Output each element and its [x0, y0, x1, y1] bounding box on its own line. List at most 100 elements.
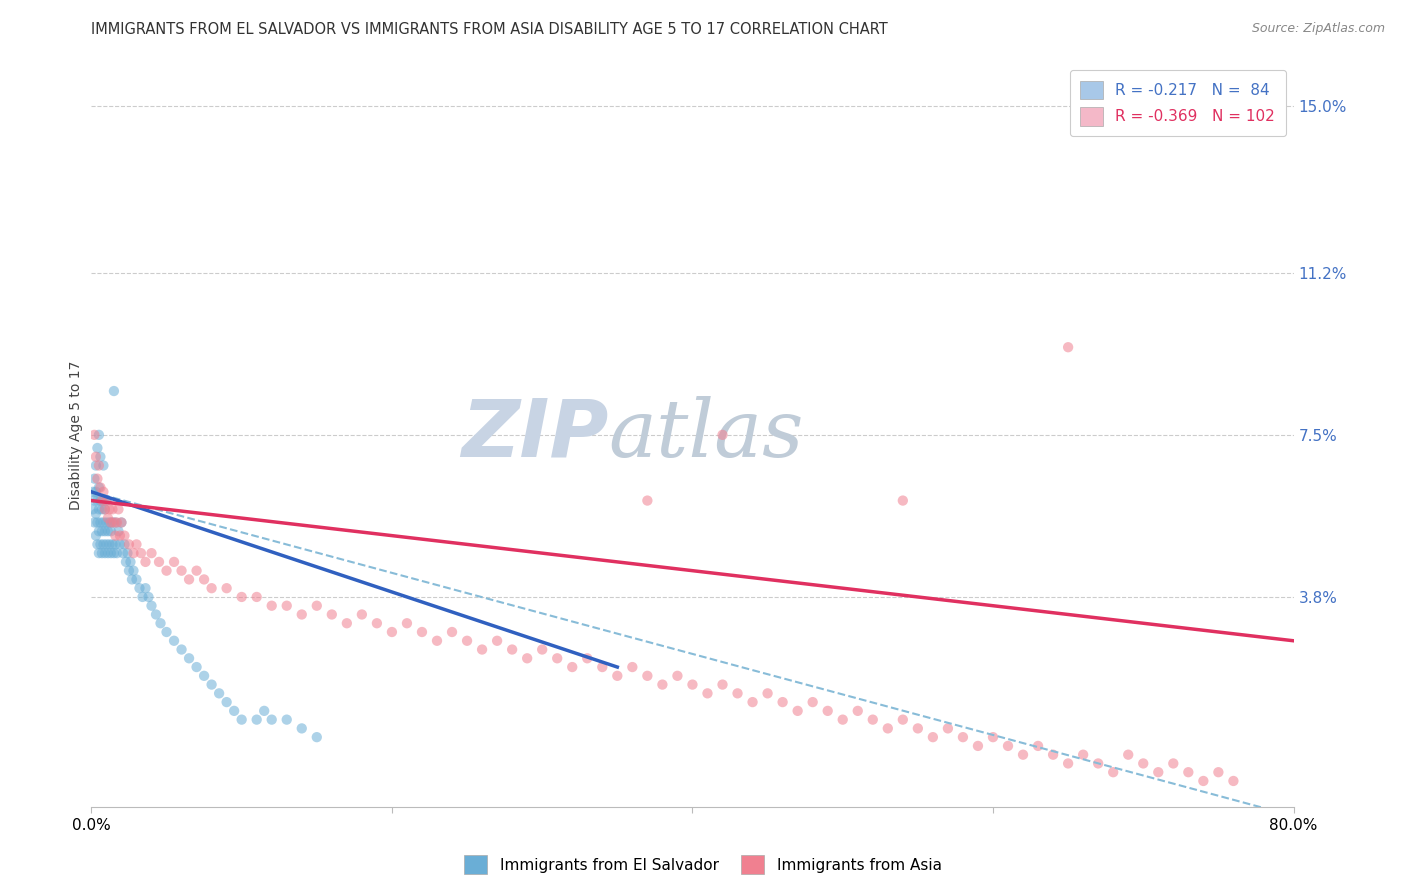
Point	[98, 537, 121, 551]
Point	[89, 450, 111, 464]
Point	[891, 713, 914, 727]
Point	[177, 651, 200, 665]
Point	[134, 555, 156, 569]
Point	[246, 713, 269, 727]
Point	[89, 493, 111, 508]
Point	[90, 493, 112, 508]
Point	[1071, 747, 1094, 762]
Text: atlas: atlas	[609, 396, 804, 474]
Point	[105, 546, 128, 560]
Point	[121, 573, 143, 587]
Point	[907, 722, 929, 736]
Point	[101, 537, 124, 551]
Point	[366, 616, 388, 631]
Point	[97, 524, 120, 539]
Point	[516, 651, 538, 665]
Point	[82, 484, 104, 499]
Text: IMMIGRANTS FROM EL SALVADOR VS IMMIGRANTS FROM ASIA DISABILITY AGE 5 TO 17 CORRE: IMMIGRANTS FROM EL SALVADOR VS IMMIGRANT…	[91, 22, 889, 37]
Point	[952, 730, 974, 744]
Point	[591, 660, 613, 674]
Point	[100, 546, 122, 560]
Point	[231, 713, 253, 727]
Point	[108, 528, 131, 542]
Point	[86, 493, 108, 508]
Point	[111, 546, 134, 560]
Point	[84, 507, 107, 521]
Point	[148, 555, 170, 569]
Point	[1132, 756, 1154, 771]
Point	[246, 590, 269, 604]
Point	[305, 730, 328, 744]
Point	[117, 546, 139, 560]
Point	[215, 581, 238, 595]
Point	[94, 546, 117, 560]
Point	[89, 516, 111, 530]
Point	[87, 502, 110, 516]
Point	[276, 599, 298, 613]
Point	[817, 704, 839, 718]
Point	[129, 546, 152, 560]
Point	[93, 493, 115, 508]
Point	[1116, 747, 1139, 762]
Point	[86, 516, 108, 530]
Point	[772, 695, 794, 709]
Point	[501, 642, 523, 657]
Point	[107, 502, 129, 516]
Point	[224, 704, 246, 718]
Point	[193, 669, 215, 683]
Point	[87, 546, 110, 560]
Point	[561, 660, 583, 674]
Point	[276, 713, 298, 727]
Point	[90, 502, 112, 516]
Point	[83, 493, 105, 508]
Point	[114, 528, 136, 542]
Point	[145, 607, 167, 622]
Point	[114, 537, 136, 551]
Point	[193, 573, 215, 587]
Point	[186, 660, 208, 674]
Y-axis label: Disability Age 5 to 17: Disability Age 5 to 17	[69, 360, 83, 509]
Point	[87, 480, 110, 494]
Point	[922, 730, 945, 744]
Point	[87, 524, 110, 539]
Point	[208, 686, 231, 700]
Point	[1177, 765, 1199, 780]
Point	[756, 686, 779, 700]
Point	[118, 537, 141, 551]
Point	[128, 581, 150, 595]
Point	[122, 546, 145, 560]
Point	[104, 537, 127, 551]
Point	[94, 524, 117, 539]
Point	[93, 484, 115, 499]
Point	[94, 502, 117, 516]
Point	[96, 516, 118, 530]
Legend: Immigrants from El Salvador, Immigrants from Asia: Immigrants from El Salvador, Immigrants …	[458, 849, 948, 880]
Point	[486, 633, 509, 648]
Point	[83, 472, 105, 486]
Point	[305, 599, 328, 613]
Point	[98, 516, 121, 530]
Point	[122, 564, 145, 578]
Point	[89, 537, 111, 551]
Point	[576, 651, 599, 665]
Point	[97, 546, 120, 560]
Point	[170, 564, 193, 578]
Point	[100, 516, 122, 530]
Point	[350, 607, 373, 622]
Point	[141, 599, 163, 613]
Point	[163, 555, 186, 569]
Point	[101, 502, 124, 516]
Point	[86, 537, 108, 551]
Point	[291, 722, 314, 736]
Point	[86, 441, 108, 455]
Point	[100, 524, 122, 539]
Point	[426, 633, 449, 648]
Point	[411, 625, 433, 640]
Point	[84, 450, 107, 464]
Point	[801, 695, 824, 709]
Point	[186, 564, 208, 578]
Point	[90, 524, 112, 539]
Point	[1057, 756, 1080, 771]
Point	[696, 686, 718, 700]
Point	[84, 458, 107, 473]
